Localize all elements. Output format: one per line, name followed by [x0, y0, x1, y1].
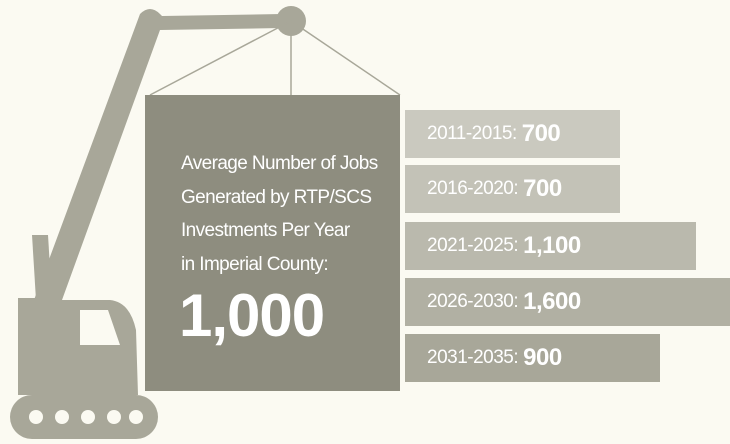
period-label: 2021-2025:: [427, 235, 518, 257]
period-bar: 2031-2035:900: [405, 334, 660, 382]
period-value: 1,100: [523, 232, 581, 260]
period-label: 2016-2020:: [427, 178, 518, 200]
period-label: 2031-2035:: [427, 347, 518, 369]
period-value: 700: [523, 175, 562, 203]
period-label: 2026-2030:: [427, 291, 518, 313]
period-value: 1,600: [523, 288, 581, 316]
period-bar: 2026-2030:1,600: [405, 278, 730, 326]
period-value: 700: [522, 120, 561, 148]
headline-line: Generated by RTP/SCS: [181, 181, 378, 215]
infographic: Average Number of JobsGenerated by RTP/S…: [0, 0, 730, 444]
cable: [291, 21, 400, 95]
period-bar: 2016-2020:700: [405, 165, 620, 213]
period-bar: 2021-2025:1,100: [405, 222, 696, 270]
period-value: 900: [523, 344, 562, 372]
headline-value: 1,000: [179, 281, 324, 350]
headline-line: Investments Per Year: [181, 214, 378, 248]
headline-line: in Imperial County:: [181, 248, 378, 282]
cable: [150, 21, 291, 95]
period-label: 2011-2015:: [427, 123, 517, 145]
period-bar: 2011-2015:700: [405, 110, 620, 158]
headline-line: Average Number of Jobs: [181, 147, 378, 181]
crane-piston: [32, 235, 52, 300]
crane-cab: [18, 298, 138, 395]
